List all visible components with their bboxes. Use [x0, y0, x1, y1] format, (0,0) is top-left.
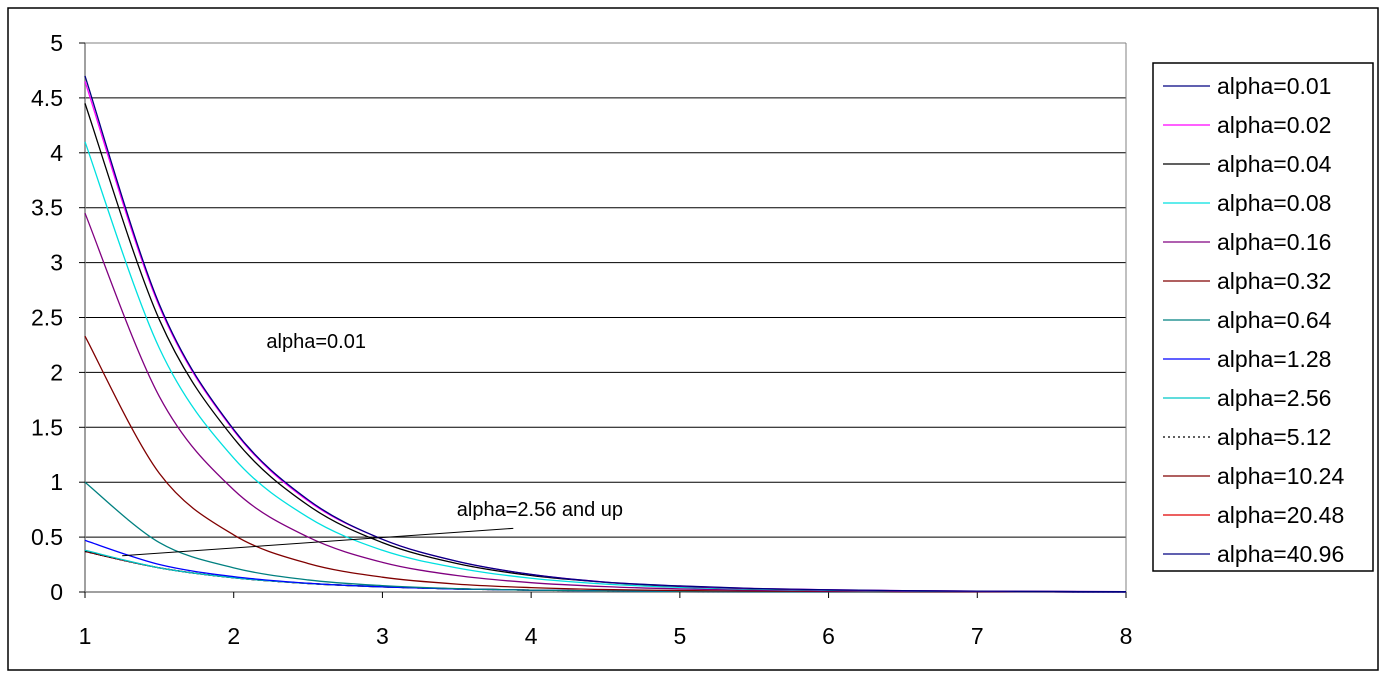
y-tick-label: 2.5: [31, 305, 63, 331]
y-tick-label: 0: [50, 579, 63, 605]
legend-label: alpha=0.16: [1217, 229, 1331, 255]
y-tick-label: 3.5: [31, 195, 63, 221]
y-axis-ticks: 0 0.5 1 1.5 2 2.5 3 3.5 4 4.5 5: [31, 30, 85, 605]
series-lines: [84, 75, 1127, 593]
y-tick-label: 1.5: [31, 414, 63, 440]
legend-label: alpha=2.56: [1217, 385, 1331, 411]
y-tick-label: 4.5: [31, 85, 63, 111]
legend-label: alpha=0.01: [1217, 73, 1331, 99]
legend-label: alpha=0.04: [1217, 151, 1332, 177]
legend: alpha=0.01 alpha=0.02 alpha=0.04 alpha=0.08…: [1152, 62, 1374, 572]
series-line-alpha=0.01: [84, 75, 1127, 593]
y-tick-label: 2: [50, 359, 63, 385]
annotation-label: alpha=2.56 and up: [457, 499, 623, 521]
x-tick-label: 3: [376, 623, 389, 649]
x-tick-label: 4: [525, 623, 538, 649]
x-tick-label: 2: [227, 623, 240, 649]
x-tick-label: 8: [1120, 623, 1133, 649]
x-tick-label: 1: [79, 623, 92, 649]
legend-label: alpha=0.02: [1217, 112, 1331, 138]
y-tick-label: 0.5: [31, 524, 63, 550]
annotation-label: alpha=0.01: [266, 331, 366, 353]
x-tick-label: 5: [673, 623, 686, 649]
legend-label: alpha=10.24: [1217, 463, 1344, 489]
legend-label: alpha=1.28: [1217, 346, 1331, 372]
annotations: alpha=0.01 alpha=2.56 and up: [122, 331, 623, 557]
y-tick-label: 3: [50, 250, 63, 276]
y-tick-label: 1: [50, 469, 63, 495]
x-tick-label: 7: [971, 623, 984, 649]
annotation-leader-line: [122, 527, 514, 557]
legend-label: alpha=0.32: [1217, 268, 1331, 294]
legend-label: alpha=0.08: [1217, 190, 1331, 216]
legend-label: alpha=40.96: [1217, 541, 1344, 567]
legend-label: alpha=20.48: [1217, 502, 1344, 528]
x-tick-label: 6: [822, 623, 835, 649]
legend-label: alpha=5.12: [1217, 424, 1331, 450]
y-tick-label: 5: [50, 30, 63, 56]
legend-label: alpha=0.64: [1217, 307, 1332, 333]
legend-box: [1152, 62, 1374, 572]
x-axis-ticks: 1 2 3 4 5 6 7 8: [79, 592, 1133, 649]
y-tick-label: 4: [50, 140, 63, 166]
